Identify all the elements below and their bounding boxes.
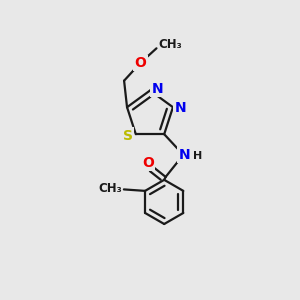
Text: N: N bbox=[179, 148, 190, 162]
Text: N: N bbox=[175, 101, 186, 115]
Text: O: O bbox=[142, 156, 154, 170]
Text: N: N bbox=[152, 82, 164, 96]
Text: O: O bbox=[134, 56, 146, 70]
Text: H: H bbox=[193, 151, 202, 161]
Text: N: N bbox=[152, 82, 164, 96]
Text: CH₃: CH₃ bbox=[99, 182, 122, 195]
Text: N: N bbox=[175, 101, 186, 115]
Text: CH₃: CH₃ bbox=[158, 38, 182, 51]
Text: S: S bbox=[123, 129, 133, 143]
Text: S: S bbox=[123, 129, 133, 143]
